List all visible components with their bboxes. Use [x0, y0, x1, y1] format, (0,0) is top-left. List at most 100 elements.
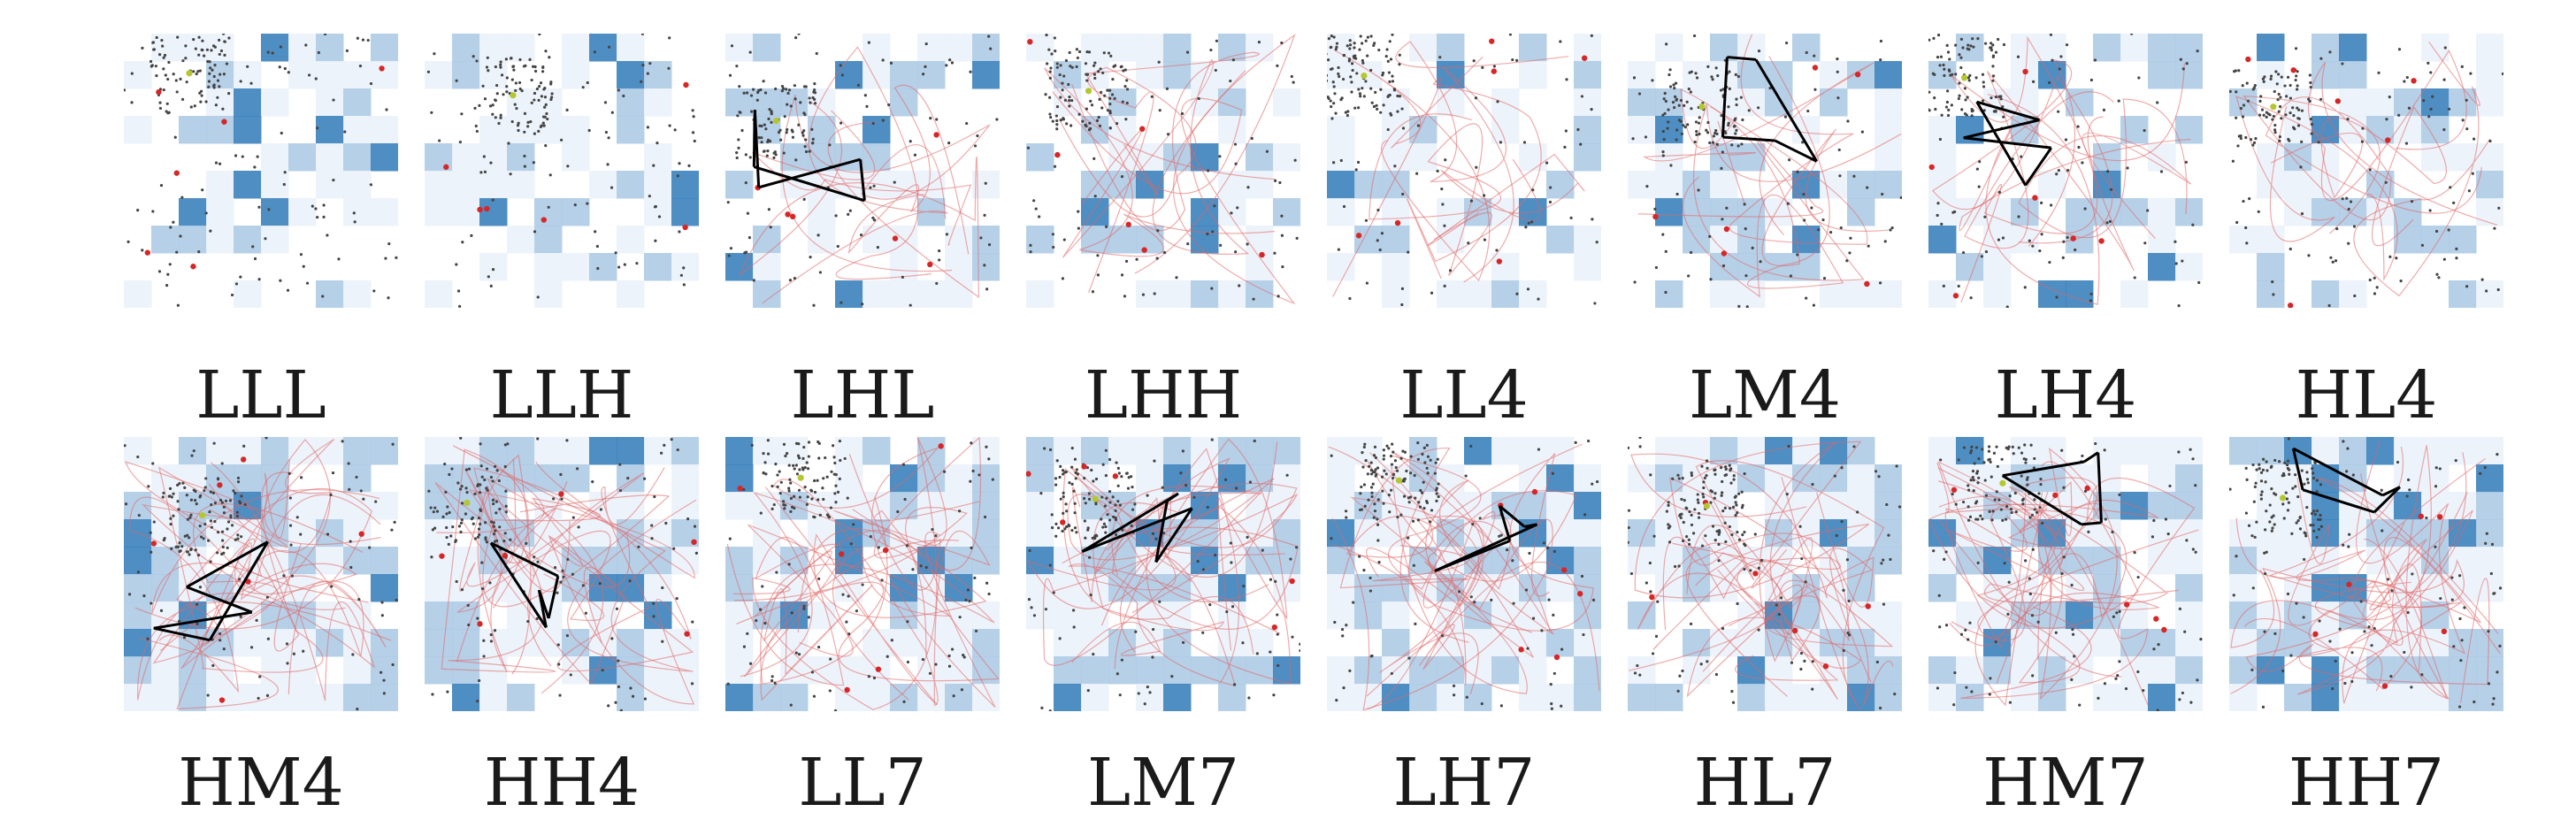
heatmap-cell — [2011, 656, 2039, 685]
sample-point — [229, 516, 233, 519]
sample-point — [502, 540, 506, 543]
sample-point — [1559, 40, 1562, 43]
sample-point — [322, 215, 326, 218]
sample-point — [1728, 525, 1731, 529]
heatmap-cell — [1163, 684, 1192, 711]
sample-point — [1805, 296, 1808, 300]
sample-point — [1668, 73, 1671, 77]
sample-point — [2313, 512, 2317, 517]
sample-point — [1387, 71, 1392, 74]
marker-point — [477, 621, 483, 627]
sample-point — [1743, 567, 1746, 571]
sample-point — [1550, 702, 1553, 706]
sample-point — [520, 89, 524, 93]
sample-point — [1953, 670, 1957, 675]
heatmap-cell — [1737, 88, 1766, 117]
sample-point — [1946, 113, 1951, 118]
heatmap-cell — [1546, 437, 1575, 465]
sample-point — [433, 526, 437, 530]
heatmap-cell — [835, 656, 863, 685]
sample-point — [1208, 603, 1212, 607]
sample-point — [987, 457, 991, 461]
sample-point — [1093, 61, 1097, 65]
sample-point — [2237, 69, 2241, 73]
sample-point — [1039, 491, 1043, 495]
sample-point — [561, 569, 564, 572]
sample-point — [286, 662, 289, 665]
sample-point — [234, 282, 239, 286]
sample-point — [2460, 65, 2464, 68]
sample-point — [1737, 538, 1742, 541]
sample-point — [987, 34, 991, 38]
sample-point — [1469, 199, 1474, 203]
sample-point — [503, 443, 507, 447]
heatmap-cell — [2120, 34, 2149, 62]
sample-point — [2442, 127, 2446, 132]
sample-point — [1377, 561, 1381, 564]
sample-point — [542, 124, 546, 127]
trail-path — [1695, 460, 1885, 710]
sample-point — [1341, 634, 1345, 638]
heatmap-cell — [1710, 61, 1738, 89]
sample-point — [1050, 52, 1054, 56]
sample-point — [491, 103, 494, 107]
heatmap-cell — [1246, 437, 1274, 465]
sample-point — [1511, 559, 1514, 563]
sample-point — [817, 456, 821, 460]
sample-point — [2185, 539, 2189, 542]
sample-point — [2403, 80, 2406, 83]
sample-point — [1968, 515, 1973, 518]
sample-point — [177, 508, 180, 511]
sample-point — [675, 597, 678, 601]
sample-point — [1055, 459, 1059, 463]
sample-point — [1062, 118, 1065, 121]
heatmap-cell — [835, 574, 863, 602]
sample-point — [855, 609, 858, 613]
sample-point — [610, 111, 614, 114]
sample-point — [1734, 132, 1737, 135]
trail-path — [1044, 67, 1276, 257]
heatmap-cell — [671, 437, 699, 465]
sample-point — [867, 675, 870, 678]
sample-point — [1979, 514, 1982, 517]
start-point — [186, 70, 193, 77]
sample-point — [1357, 88, 1361, 91]
heatmap-cell — [753, 519, 781, 548]
sample-point — [2143, 241, 2147, 245]
sample-point — [1944, 550, 1948, 554]
sample-point — [872, 184, 876, 188]
heatmap-cell — [1574, 464, 1601, 493]
sample-point — [818, 513, 822, 517]
sample-point — [175, 90, 179, 94]
sample-point — [1759, 260, 1762, 264]
heatmap-cell — [780, 88, 809, 117]
sample-point — [1690, 107, 1693, 111]
sample-point — [221, 545, 225, 549]
sample-point — [657, 215, 662, 218]
sample-point — [382, 692, 386, 695]
sample-point — [1991, 74, 1996, 78]
sample-point — [1180, 111, 1184, 116]
marker-point — [1394, 219, 1401, 226]
sample-point — [2245, 81, 2249, 85]
sample-point — [1564, 129, 1568, 133]
sample-point — [536, 560, 540, 563]
heatmap-cell — [644, 684, 672, 711]
sample-point — [2118, 493, 2121, 497]
marker-point — [540, 217, 548, 223]
sample-point — [1068, 481, 1071, 485]
sample-point — [543, 96, 548, 99]
sample-point — [654, 239, 657, 242]
heatmap-cell — [972, 437, 1000, 465]
heatmap-cell — [2011, 684, 2039, 711]
sample-point — [216, 96, 219, 99]
heatmap-cell — [2449, 547, 2477, 575]
sample-point — [456, 481, 460, 485]
sample-point — [1029, 250, 1032, 254]
sample-point — [1713, 468, 1716, 472]
sample-point — [1081, 119, 1085, 123]
sample-point — [458, 140, 463, 144]
sample-point — [776, 473, 779, 477]
sample-point — [1048, 96, 1052, 99]
heatmap-cell — [1327, 492, 1355, 520]
